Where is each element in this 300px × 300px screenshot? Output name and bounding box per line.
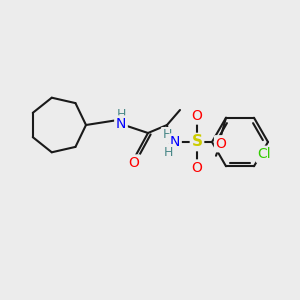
Text: O: O xyxy=(216,137,226,151)
Text: N: N xyxy=(116,117,126,131)
Text: H: H xyxy=(162,128,172,142)
Text: N: N xyxy=(170,135,180,149)
Text: H: H xyxy=(116,109,126,122)
Text: H: H xyxy=(163,146,173,158)
Text: O: O xyxy=(192,109,203,123)
Text: O: O xyxy=(129,156,140,170)
Text: Cl: Cl xyxy=(257,147,271,161)
Text: O: O xyxy=(192,161,203,175)
Text: S: S xyxy=(191,134,203,149)
